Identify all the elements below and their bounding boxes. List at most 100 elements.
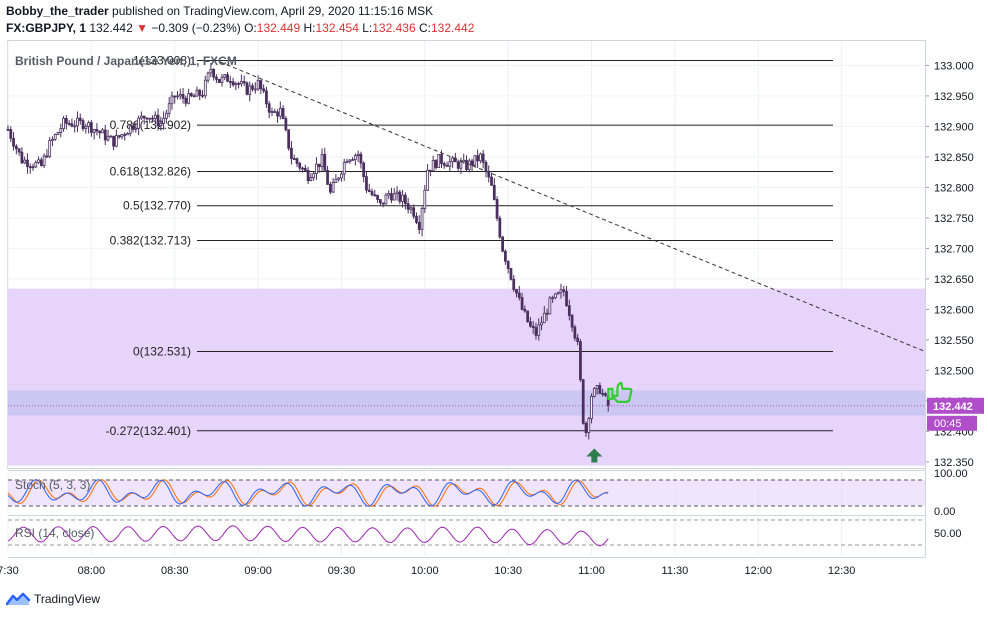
- candle-body: [587, 418, 591, 433]
- candle-body: [498, 217, 502, 238]
- candle-body: [209, 68, 213, 74]
- candle-body: [495, 199, 499, 219]
- candle-body: [423, 189, 427, 209]
- candle-body: [120, 134, 124, 138]
- annotations: [8, 381, 925, 463]
- candle-body: [417, 221, 421, 230]
- candle-body: [290, 147, 293, 159]
- candle-body: [37, 159, 40, 163]
- candle-body: [562, 289, 566, 292]
- thumbs-up-cuff: [607, 387, 614, 400]
- candle-body: [434, 160, 438, 168]
- author-name[interactable]: Bobby_the_trader: [6, 4, 109, 18]
- candle-body: [476, 155, 479, 162]
- candle-body: [253, 88, 257, 91]
- candle-body: [437, 154, 441, 168]
- candle-body: [520, 297, 524, 310]
- candle-body: [542, 312, 546, 324]
- candle-body: [251, 85, 254, 90]
- candle-body: [240, 81, 243, 85]
- candle-body: [167, 103, 171, 114]
- price-tick-label: 132.700: [934, 243, 974, 255]
- candle-body: [267, 103, 271, 113]
- candle-body: [153, 114, 157, 119]
- trendline[interactable]: [213, 58, 926, 352]
- time-tick-label: 08:00: [78, 565, 106, 577]
- fib-level-label: 0.618(132.826): [110, 165, 191, 179]
- candle-body: [31, 166, 35, 169]
- candle-body: [448, 161, 452, 167]
- candle-body: [109, 135, 113, 138]
- support-zones: [8, 288, 925, 466]
- candle-body: [392, 193, 396, 201]
- candle-body: [504, 250, 507, 262]
- candle-body: [165, 112, 168, 119]
- candle-body: [473, 155, 477, 166]
- price-tick-label: 132.650: [934, 274, 974, 286]
- candle-body: [206, 72, 210, 81]
- candle-body: [259, 80, 263, 90]
- candle-body: [328, 184, 332, 193]
- candle-body: [148, 117, 152, 120]
- candle-body: [126, 133, 129, 136]
- stochastic-pane[interactable]: Stoch (5, 3, 3) 100.00 0.00: [7, 468, 968, 518]
- open-label: O:: [244, 21, 257, 35]
- rsi-pane[interactable]: RSI (14, close) 50.00: [7, 515, 962, 547]
- candle-body: [540, 322, 543, 326]
- candle-body: [331, 182, 335, 193]
- candle-body: [101, 129, 104, 134]
- candle-body: [273, 111, 277, 113]
- candle-body: [565, 291, 568, 307]
- tradingview-footer[interactable]: TradingView: [6, 592, 100, 606]
- candle-body: [34, 162, 38, 168]
- price-axis[interactable]: 133.000 132.950 132.900 132.850 132.800 132.7…: [925, 60, 984, 469]
- candle-body: [320, 154, 324, 168]
- candle-body: [142, 115, 146, 119]
- candle-body: [170, 95, 174, 105]
- candle-body: [506, 260, 510, 269]
- candle-body: [26, 159, 29, 168]
- candle-body: [481, 153, 485, 163]
- candle-body: [12, 137, 15, 147]
- candle-body: [556, 292, 560, 295]
- candle-body: [23, 159, 27, 164]
- candle-body: [128, 125, 132, 134]
- candle-body: [140, 115, 143, 119]
- candle-body: [123, 134, 127, 136]
- candle-body: [348, 159, 352, 162]
- candle-body: [64, 117, 68, 124]
- supply-demand-zone: [8, 288, 925, 466]
- candle-body: [351, 159, 354, 162]
- price-tick-label: 132.350: [934, 457, 974, 469]
- candle-body: [431, 160, 435, 172]
- candle-body: [103, 129, 107, 141]
- candle-body: [381, 202, 385, 205]
- candle-body: [356, 153, 360, 156]
- candle-body: [9, 129, 13, 139]
- candle-body: [370, 191, 374, 196]
- candle-body: [512, 278, 516, 290]
- candle-body: [187, 93, 190, 104]
- price-change: −0.309 (−0.23%): [151, 21, 241, 35]
- candle-body: [592, 388, 596, 397]
- candle-body: [20, 151, 24, 164]
- candle-body: [412, 207, 416, 217]
- thumbs-up-icon: [611, 381, 633, 403]
- candle-body: [195, 89, 199, 97]
- price-tick-label: 132.600: [934, 304, 974, 316]
- candle-body: [573, 326, 577, 339]
- current-price-tag-label: 132.442: [933, 401, 973, 413]
- time-tick-label: 10:00: [411, 565, 439, 577]
- close-value: 132.442: [430, 21, 475, 35]
- stoch-level-label: 100.00: [934, 468, 968, 480]
- candle-body: [581, 379, 585, 424]
- candle-body: [51, 138, 54, 141]
- candle-body: [78, 117, 82, 122]
- candle-body: [548, 297, 552, 315]
- candle-body: [59, 128, 63, 133]
- candle-body: [467, 160, 471, 171]
- candle-body: [92, 129, 96, 133]
- candle-body: [523, 308, 527, 312]
- time-axis[interactable]: 7:30 08:00 08:30 09:00 09:30 10:00 10:30 11:00 1…: [0, 41, 926, 577]
